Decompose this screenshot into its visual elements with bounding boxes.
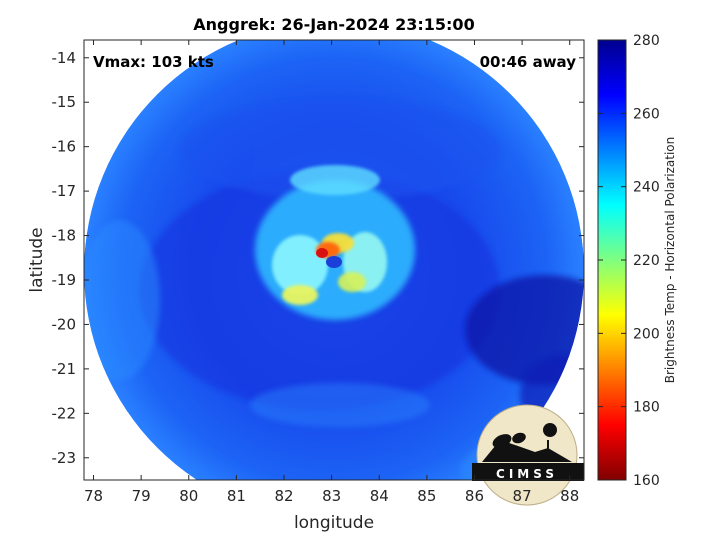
x-tick-label: 82 xyxy=(274,487,293,505)
chart-title: Anggrek: 26-Jan-2024 23:15:00 xyxy=(193,15,474,34)
colorbar: 160 180 200 220 240 260 280 Brightness Temp - … xyxy=(597,33,677,489)
plot-frame xyxy=(83,39,585,481)
y-tick-label: -17 xyxy=(52,182,77,200)
y-axis-label: latitude xyxy=(27,227,47,292)
colorbar-tick-label: 160 xyxy=(633,473,660,489)
colorbar-ticks: 160 180 200 220 240 260 280 xyxy=(598,33,660,489)
vmax-annotation: Vmax: 103 kts xyxy=(93,53,214,71)
x-tick-label: 84 xyxy=(370,487,389,505)
x-tick-label: 79 xyxy=(132,487,151,505)
x-tick-label: 85 xyxy=(417,487,436,505)
y-tick-label: -20 xyxy=(52,315,77,333)
x-tick-label: 87 xyxy=(513,487,532,505)
y-tick-label: -15 xyxy=(52,93,77,111)
colorbar-tick-label: 180 xyxy=(633,400,660,416)
colorbar-tick-label: 240 xyxy=(633,180,660,196)
x-axis: 78 79 80 81 82 83 84 85 86 87 88 xyxy=(84,40,579,505)
x-tick-label: 88 xyxy=(560,487,579,505)
x-tick-label: 81 xyxy=(227,487,246,505)
storm-core xyxy=(255,165,415,320)
x-tick-label: 80 xyxy=(179,487,198,505)
y-tick-label: -14 xyxy=(52,49,77,67)
y-tick-label: -16 xyxy=(52,138,77,156)
y-tick-label: -21 xyxy=(52,360,77,378)
svg-text:CIMSS: CIMSS xyxy=(496,467,558,481)
x-tick-label: 83 xyxy=(322,487,341,505)
y-tick-label: -19 xyxy=(52,271,77,289)
colorbar-tick-label: 280 xyxy=(633,33,660,49)
colorbar-tick-label: 200 xyxy=(633,326,660,342)
x-axis-label: longitude xyxy=(294,513,374,533)
x-tick-label: 86 xyxy=(465,487,484,505)
y-tick-label: -22 xyxy=(52,404,77,422)
y-tick-label: -23 xyxy=(52,449,77,467)
y-axis: -14 -15 -16 -17 -18 -19 -20 -21 -22 -23 xyxy=(52,49,584,467)
time-offset-annotation: 00:46 away xyxy=(480,53,577,71)
colorbar-label: Brightness Temp - Horizontal Polarizatio… xyxy=(663,137,677,384)
y-tick-label: -18 xyxy=(52,227,77,245)
colorbar-tick-label: 220 xyxy=(633,253,660,269)
colorbar-tick-label: 260 xyxy=(633,106,660,122)
x-tick-label: 78 xyxy=(84,487,103,505)
